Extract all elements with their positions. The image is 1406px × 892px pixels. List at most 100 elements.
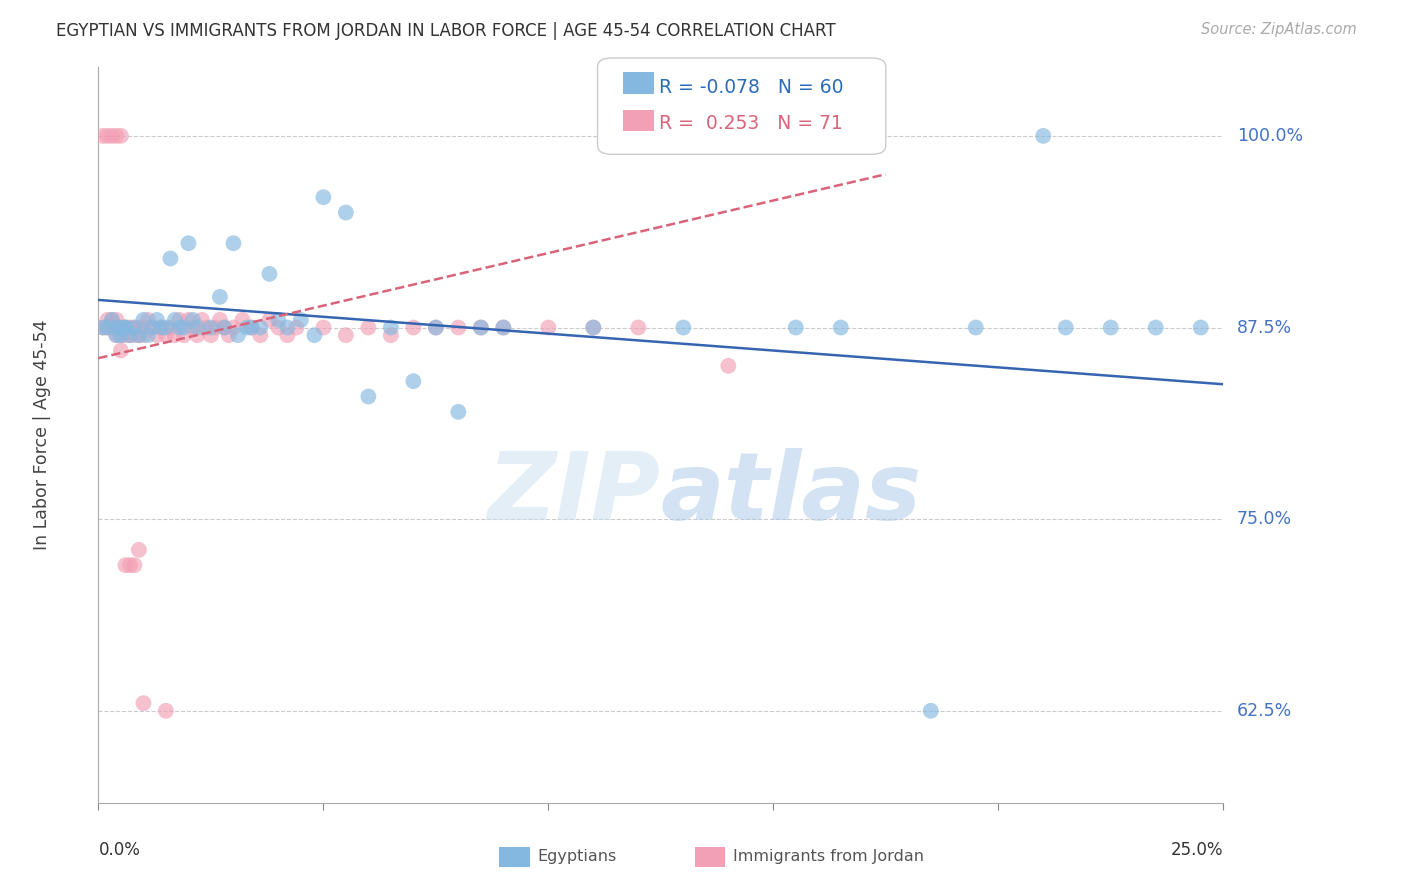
Point bbox=[627, 320, 650, 334]
Point bbox=[118, 558, 141, 573]
Point bbox=[163, 328, 186, 343]
Point bbox=[208, 313, 231, 327]
Point bbox=[402, 320, 425, 334]
Point bbox=[177, 313, 200, 327]
Point bbox=[118, 328, 141, 343]
Point bbox=[204, 320, 226, 334]
Point bbox=[582, 320, 605, 334]
Point bbox=[136, 313, 159, 327]
Point bbox=[110, 328, 132, 343]
Point bbox=[1189, 320, 1212, 334]
Point bbox=[105, 320, 128, 334]
Text: 0.0%: 0.0% bbox=[98, 841, 141, 859]
Point bbox=[186, 320, 208, 334]
Point bbox=[91, 320, 114, 334]
Point bbox=[150, 320, 173, 334]
Text: Egyptians: Egyptians bbox=[537, 849, 616, 863]
Point bbox=[91, 128, 114, 143]
Point bbox=[124, 328, 146, 343]
Point bbox=[191, 313, 214, 327]
Text: 100.0%: 100.0% bbox=[1237, 127, 1303, 145]
Text: Immigrants from Jordan: Immigrants from Jordan bbox=[733, 849, 924, 863]
Point bbox=[163, 313, 186, 327]
Point bbox=[124, 320, 146, 334]
Point bbox=[214, 320, 236, 334]
Point bbox=[96, 128, 118, 143]
Point bbox=[132, 313, 155, 327]
Point bbox=[380, 320, 402, 334]
Point bbox=[335, 328, 357, 343]
Point bbox=[173, 320, 195, 334]
Point bbox=[96, 320, 118, 334]
Point bbox=[335, 205, 357, 219]
Point bbox=[136, 328, 159, 343]
Point bbox=[186, 328, 208, 343]
Point bbox=[1099, 320, 1122, 334]
Point bbox=[470, 320, 492, 334]
Point bbox=[312, 320, 335, 334]
Point bbox=[447, 405, 470, 419]
Text: R = -0.078   N = 60: R = -0.078 N = 60 bbox=[659, 78, 844, 96]
Text: 87.5%: 87.5% bbox=[1237, 318, 1292, 336]
Point bbox=[155, 320, 177, 334]
Point bbox=[920, 704, 942, 718]
Point bbox=[222, 320, 245, 334]
Point bbox=[128, 542, 150, 557]
Text: ZIP: ZIP bbox=[488, 448, 661, 540]
Point bbox=[492, 320, 515, 334]
Point bbox=[357, 320, 380, 334]
Point bbox=[114, 320, 136, 334]
Point bbox=[380, 328, 402, 343]
Text: EGYPTIAN VS IMMIGRANTS FROM JORDAN IN LABOR FORCE | AGE 45-54 CORRELATION CHART: EGYPTIAN VS IMMIGRANTS FROM JORDAN IN LA… bbox=[56, 22, 835, 40]
Point bbox=[425, 320, 447, 334]
Point bbox=[357, 390, 380, 404]
Point bbox=[118, 320, 141, 334]
Point bbox=[214, 320, 236, 334]
Point bbox=[150, 320, 173, 334]
Point bbox=[128, 320, 150, 334]
Point bbox=[290, 313, 312, 327]
Point bbox=[96, 313, 118, 327]
Point bbox=[200, 328, 222, 343]
Point bbox=[101, 320, 124, 334]
Point bbox=[267, 313, 290, 327]
Point bbox=[110, 128, 132, 143]
Point bbox=[1234, 320, 1257, 334]
Point bbox=[785, 320, 807, 334]
Point bbox=[231, 313, 253, 327]
Text: R =  0.253   N = 71: R = 0.253 N = 71 bbox=[659, 114, 844, 133]
Point bbox=[222, 236, 245, 251]
Point bbox=[141, 320, 163, 334]
Point bbox=[285, 320, 308, 334]
Point bbox=[105, 128, 128, 143]
Point bbox=[470, 320, 492, 334]
Point bbox=[91, 320, 114, 334]
Point bbox=[128, 328, 150, 343]
Point bbox=[110, 343, 132, 358]
Point bbox=[218, 328, 240, 343]
Point bbox=[146, 328, 169, 343]
Point bbox=[141, 320, 163, 334]
Point bbox=[114, 320, 136, 334]
Point bbox=[582, 320, 605, 334]
Point bbox=[200, 320, 222, 334]
Point bbox=[181, 320, 204, 334]
Point bbox=[181, 313, 204, 327]
Point bbox=[717, 359, 740, 373]
Text: 25.0%: 25.0% bbox=[1171, 841, 1223, 859]
Point bbox=[169, 320, 191, 334]
Point bbox=[240, 320, 263, 334]
Point bbox=[1144, 320, 1167, 334]
Point bbox=[177, 236, 200, 251]
Point bbox=[132, 696, 155, 710]
Point bbox=[537, 320, 560, 334]
Point bbox=[114, 558, 136, 573]
Point bbox=[114, 320, 136, 334]
Point bbox=[128, 328, 150, 343]
Point bbox=[304, 328, 326, 343]
Point bbox=[155, 704, 177, 718]
Point bbox=[101, 313, 124, 327]
Point bbox=[236, 320, 259, 334]
Point bbox=[240, 320, 263, 334]
Point bbox=[276, 320, 298, 334]
